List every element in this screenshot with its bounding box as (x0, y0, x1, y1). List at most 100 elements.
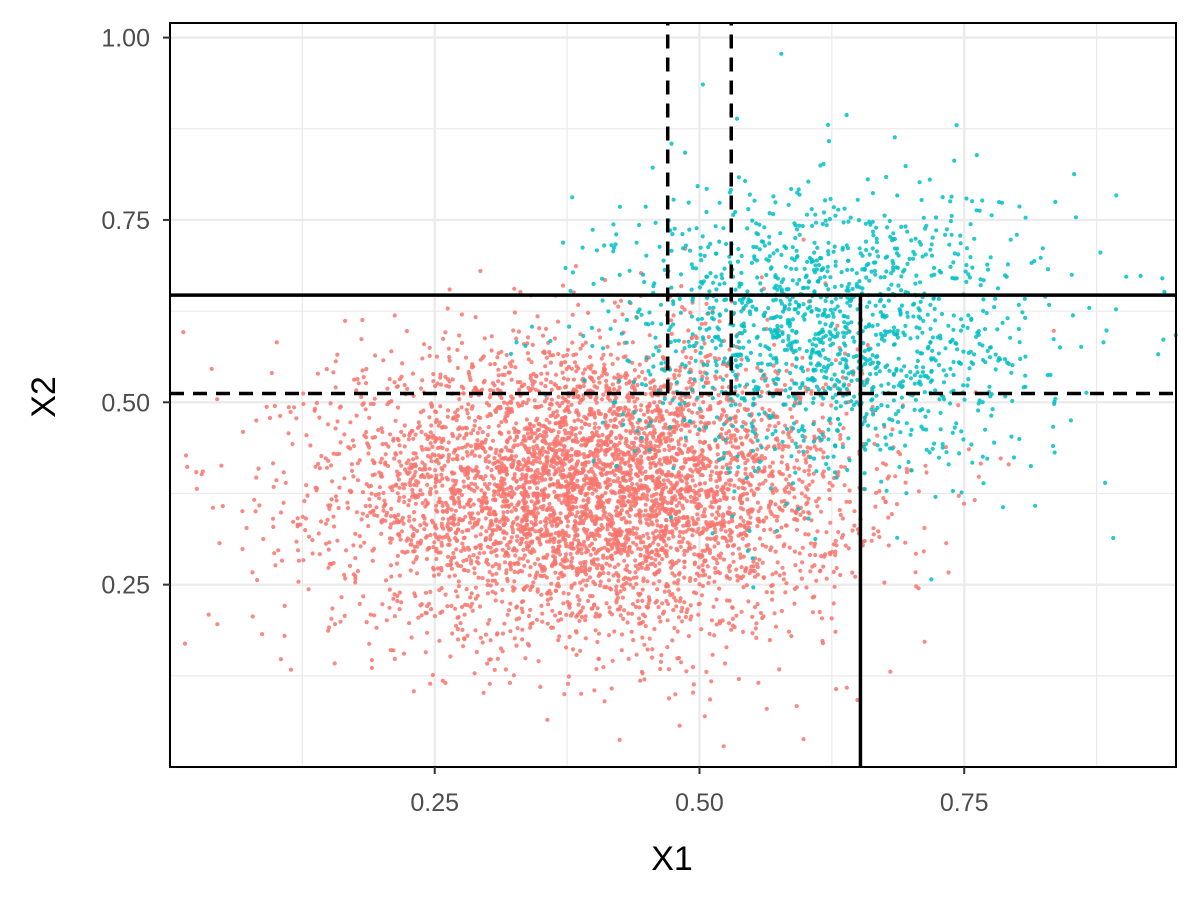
data-point (544, 433, 549, 438)
data-point (556, 638, 561, 643)
data-point (462, 547, 467, 552)
data-point (261, 536, 266, 542)
data-point (641, 492, 646, 497)
data-point (647, 457, 652, 462)
data-point (503, 445, 508, 450)
data-point (683, 614, 689, 620)
data-point (692, 497, 697, 502)
data-point (505, 509, 510, 514)
data-point (692, 402, 697, 407)
data-point (513, 553, 518, 558)
data-point (367, 415, 372, 420)
data-point (656, 553, 661, 558)
data-point (419, 602, 424, 607)
data-point (404, 538, 409, 543)
data-point (395, 553, 400, 559)
data-point (726, 621, 732, 626)
data-point (488, 512, 493, 517)
data-point (742, 523, 747, 528)
data-point (528, 565, 533, 570)
data-point (477, 426, 482, 431)
data-point (331, 560, 336, 566)
data-point (388, 525, 393, 530)
data-point (329, 497, 334, 502)
data-point (658, 524, 663, 529)
data-point (545, 717, 550, 722)
data-point (585, 527, 590, 533)
data-point (496, 423, 501, 428)
data-point (368, 612, 373, 617)
data-point (660, 557, 665, 562)
data-point (767, 408, 772, 413)
data-point (565, 515, 570, 520)
data-point (728, 538, 734, 543)
data-point (670, 638, 675, 643)
data-point (686, 519, 691, 524)
data-point (488, 446, 493, 451)
data-point (490, 381, 496, 386)
data-point (551, 510, 557, 516)
data-point (545, 552, 550, 558)
data-point (553, 415, 558, 420)
data-point (388, 563, 394, 568)
data-point (466, 528, 471, 533)
data-point (437, 496, 442, 501)
data-point (770, 473, 775, 478)
data-point (353, 580, 358, 585)
data-point (434, 354, 439, 359)
data-point (642, 614, 648, 619)
data-point (616, 548, 621, 554)
data-point (700, 414, 705, 420)
data-point (810, 610, 816, 615)
data-point (434, 437, 439, 442)
data-point (496, 492, 501, 497)
data-point (500, 599, 505, 604)
data-point (687, 380, 692, 385)
data-point (461, 467, 466, 472)
data-point (580, 466, 585, 471)
data-point (889, 511, 894, 517)
data-point (733, 445, 739, 450)
data-point (676, 587, 681, 592)
data-point (357, 601, 362, 607)
data-point (687, 394, 692, 399)
data-point (592, 562, 597, 567)
data-point (535, 434, 540, 439)
data-point (583, 636, 588, 641)
data-point (412, 482, 417, 487)
data-point (559, 362, 564, 367)
data-point (598, 335, 603, 340)
data-point (492, 456, 497, 461)
data-point (630, 340, 636, 345)
data-point (644, 420, 649, 425)
data-point (610, 382, 615, 387)
data-point (458, 621, 463, 626)
data-point (509, 535, 514, 540)
data-point (300, 514, 305, 519)
data-point (606, 571, 611, 576)
data-point (575, 527, 580, 532)
data-point (590, 532, 596, 537)
data-point (535, 557, 541, 562)
data-point (511, 445, 516, 450)
data-point (449, 603, 454, 609)
data-point (345, 506, 351, 511)
data-point (476, 511, 481, 516)
data-point (592, 415, 598, 420)
data-point (562, 573, 567, 578)
data-point (379, 474, 384, 479)
data-point (678, 596, 683, 601)
data-point (560, 448, 565, 453)
data-point (360, 368, 365, 373)
data-point (600, 473, 605, 478)
data-point (620, 418, 626, 423)
data-point (425, 604, 430, 609)
data-point (528, 607, 533, 613)
data-point (556, 319, 561, 324)
data-point (533, 518, 538, 523)
data-point (817, 609, 822, 615)
data-point (355, 461, 360, 466)
data-point (686, 408, 692, 413)
data-point (362, 540, 367, 545)
data-point (718, 498, 723, 503)
